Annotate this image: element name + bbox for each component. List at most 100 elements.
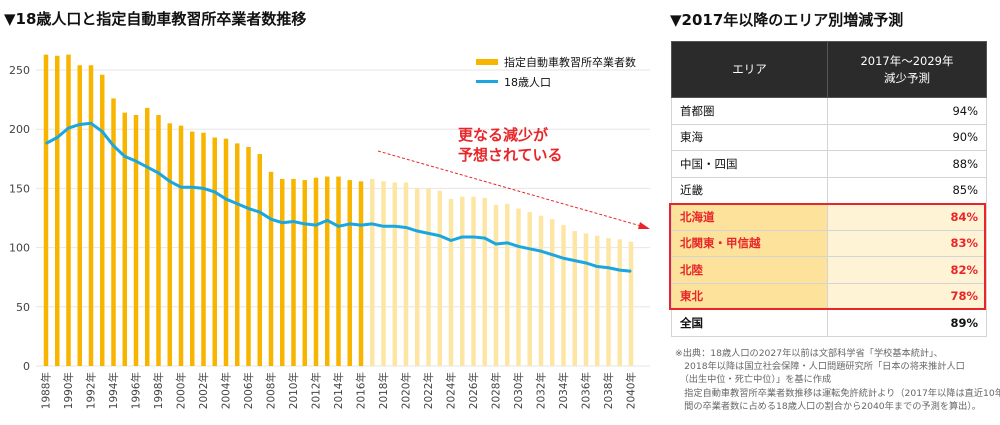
table-row: 中国・四国 88% xyxy=(671,150,987,178)
note-line: 指定自動車教習所卒業者数推移は運転免許統計より（2017年以降は直近10年 xyxy=(675,387,1000,399)
bar xyxy=(88,65,94,366)
bar-series xyxy=(43,54,634,367)
table-row-total: 全国 89% xyxy=(671,309,987,337)
bar xyxy=(302,180,307,366)
col-header-prediction-line1: 2017年〜2029年 xyxy=(860,53,954,68)
line-point xyxy=(101,130,103,133)
line-point xyxy=(169,180,171,182)
annotation-line-2: 予想されている xyxy=(458,146,563,164)
line-point xyxy=(540,250,542,252)
bar xyxy=(268,171,274,366)
bar xyxy=(133,114,139,366)
line-point xyxy=(517,245,520,248)
table-row-highlight: 北陸 82% xyxy=(671,256,987,284)
x-tick-label: 2004年 xyxy=(220,372,233,409)
table-title: ▼2017年以降のエリア別増減予測 xyxy=(670,11,904,29)
bar xyxy=(313,177,319,366)
line-point xyxy=(146,166,148,168)
bar xyxy=(336,176,341,366)
col-header-prediction: 2017年〜2029年 減少予測 xyxy=(827,41,987,98)
area-name: 全国 xyxy=(671,309,828,337)
bar xyxy=(482,197,487,366)
line-point xyxy=(45,142,47,145)
legend-swatch-population xyxy=(476,80,498,83)
area-name: 北海道 xyxy=(671,203,828,231)
x-tick-label: 2000年 xyxy=(175,372,188,409)
bar xyxy=(538,215,544,366)
bar xyxy=(235,143,240,366)
x-tick-label: 2032年 xyxy=(535,372,548,409)
table-row-highlight: 北関東・甲信越 83% xyxy=(671,229,987,257)
legend-label-population: 18歳人口 xyxy=(504,76,551,89)
bar xyxy=(201,132,206,366)
x-tick-label: 2024年 xyxy=(445,372,458,409)
area-value: 94% xyxy=(827,97,987,125)
line-point xyxy=(67,127,70,129)
x-tick-label: 2040年 xyxy=(625,372,638,409)
bar xyxy=(347,180,352,366)
x-tick-label: 2028年 xyxy=(490,372,503,409)
area-name: 中国・四国 xyxy=(671,150,828,178)
x-tick-label: 1996年 xyxy=(130,372,143,409)
area-forecast-table: エリア 2017年〜2029年 減少予測 首都圏 94% 東海 90% 中国・四… xyxy=(671,41,987,337)
area-value: 89% xyxy=(827,309,987,337)
bar xyxy=(156,114,161,366)
x-tick-label: 2038年 xyxy=(602,372,615,409)
line-point xyxy=(337,225,340,227)
line-point xyxy=(450,239,452,242)
table-row: 首都圏 94% xyxy=(671,97,987,125)
line-point xyxy=(371,223,373,225)
bar xyxy=(527,212,532,366)
bar xyxy=(257,154,262,366)
bar xyxy=(178,125,184,366)
bar xyxy=(77,65,82,366)
area-value: 78% xyxy=(827,282,987,310)
x-axis: 1988年 1990年 1992年 1994年 1996年 1998年 2000年 2002年… xyxy=(40,372,638,409)
line-point xyxy=(574,260,576,262)
table-row-highlight: 東北 78% xyxy=(671,282,987,310)
bar xyxy=(190,131,195,366)
x-tick-label: 2014年 xyxy=(332,372,345,409)
line-point xyxy=(304,223,306,225)
bar xyxy=(212,137,217,366)
legend-swatch-graduates xyxy=(476,59,498,65)
bar xyxy=(325,176,330,366)
area-name: 近畿 xyxy=(671,176,828,204)
chart-title: ▼18歳人口と指定自動車教習所卒業者数推移 xyxy=(4,10,306,28)
bar xyxy=(145,107,150,366)
y-tick-label: 200 xyxy=(9,123,30,136)
bar xyxy=(606,238,611,366)
line-point xyxy=(360,224,362,226)
trend-arrow xyxy=(377,150,649,229)
line-point xyxy=(495,243,497,245)
y-tick-label: 100 xyxy=(9,242,30,255)
table-row: 近畿 85% xyxy=(671,176,987,204)
area-name: 北陸 xyxy=(671,256,828,284)
bar xyxy=(628,241,634,366)
bar xyxy=(595,235,600,366)
bar xyxy=(280,178,285,366)
line-point xyxy=(562,257,565,259)
bar xyxy=(55,55,60,367)
legend-label-graduates: 指定自動車教習所卒業者数 xyxy=(504,55,636,69)
bar xyxy=(493,204,499,366)
line-point xyxy=(484,237,486,239)
x-tick-label: 2012年 xyxy=(310,372,323,409)
line-point xyxy=(79,123,81,126)
line-point xyxy=(349,223,351,225)
line-point xyxy=(157,172,160,174)
annotation-line-1: 更なる減少が xyxy=(458,126,549,144)
line-point xyxy=(326,219,328,221)
bar xyxy=(437,190,442,366)
line-point xyxy=(585,262,587,264)
line-point xyxy=(506,242,508,244)
line-point xyxy=(596,265,598,268)
bar xyxy=(516,208,521,366)
area-value: 88% xyxy=(827,150,987,178)
area-value: 84% xyxy=(827,203,987,231)
line-point xyxy=(405,226,407,229)
x-tick-label: 2036年 xyxy=(580,372,593,409)
bar xyxy=(617,239,622,366)
y-axis: 0 50 100 150 200 250 xyxy=(9,64,30,373)
